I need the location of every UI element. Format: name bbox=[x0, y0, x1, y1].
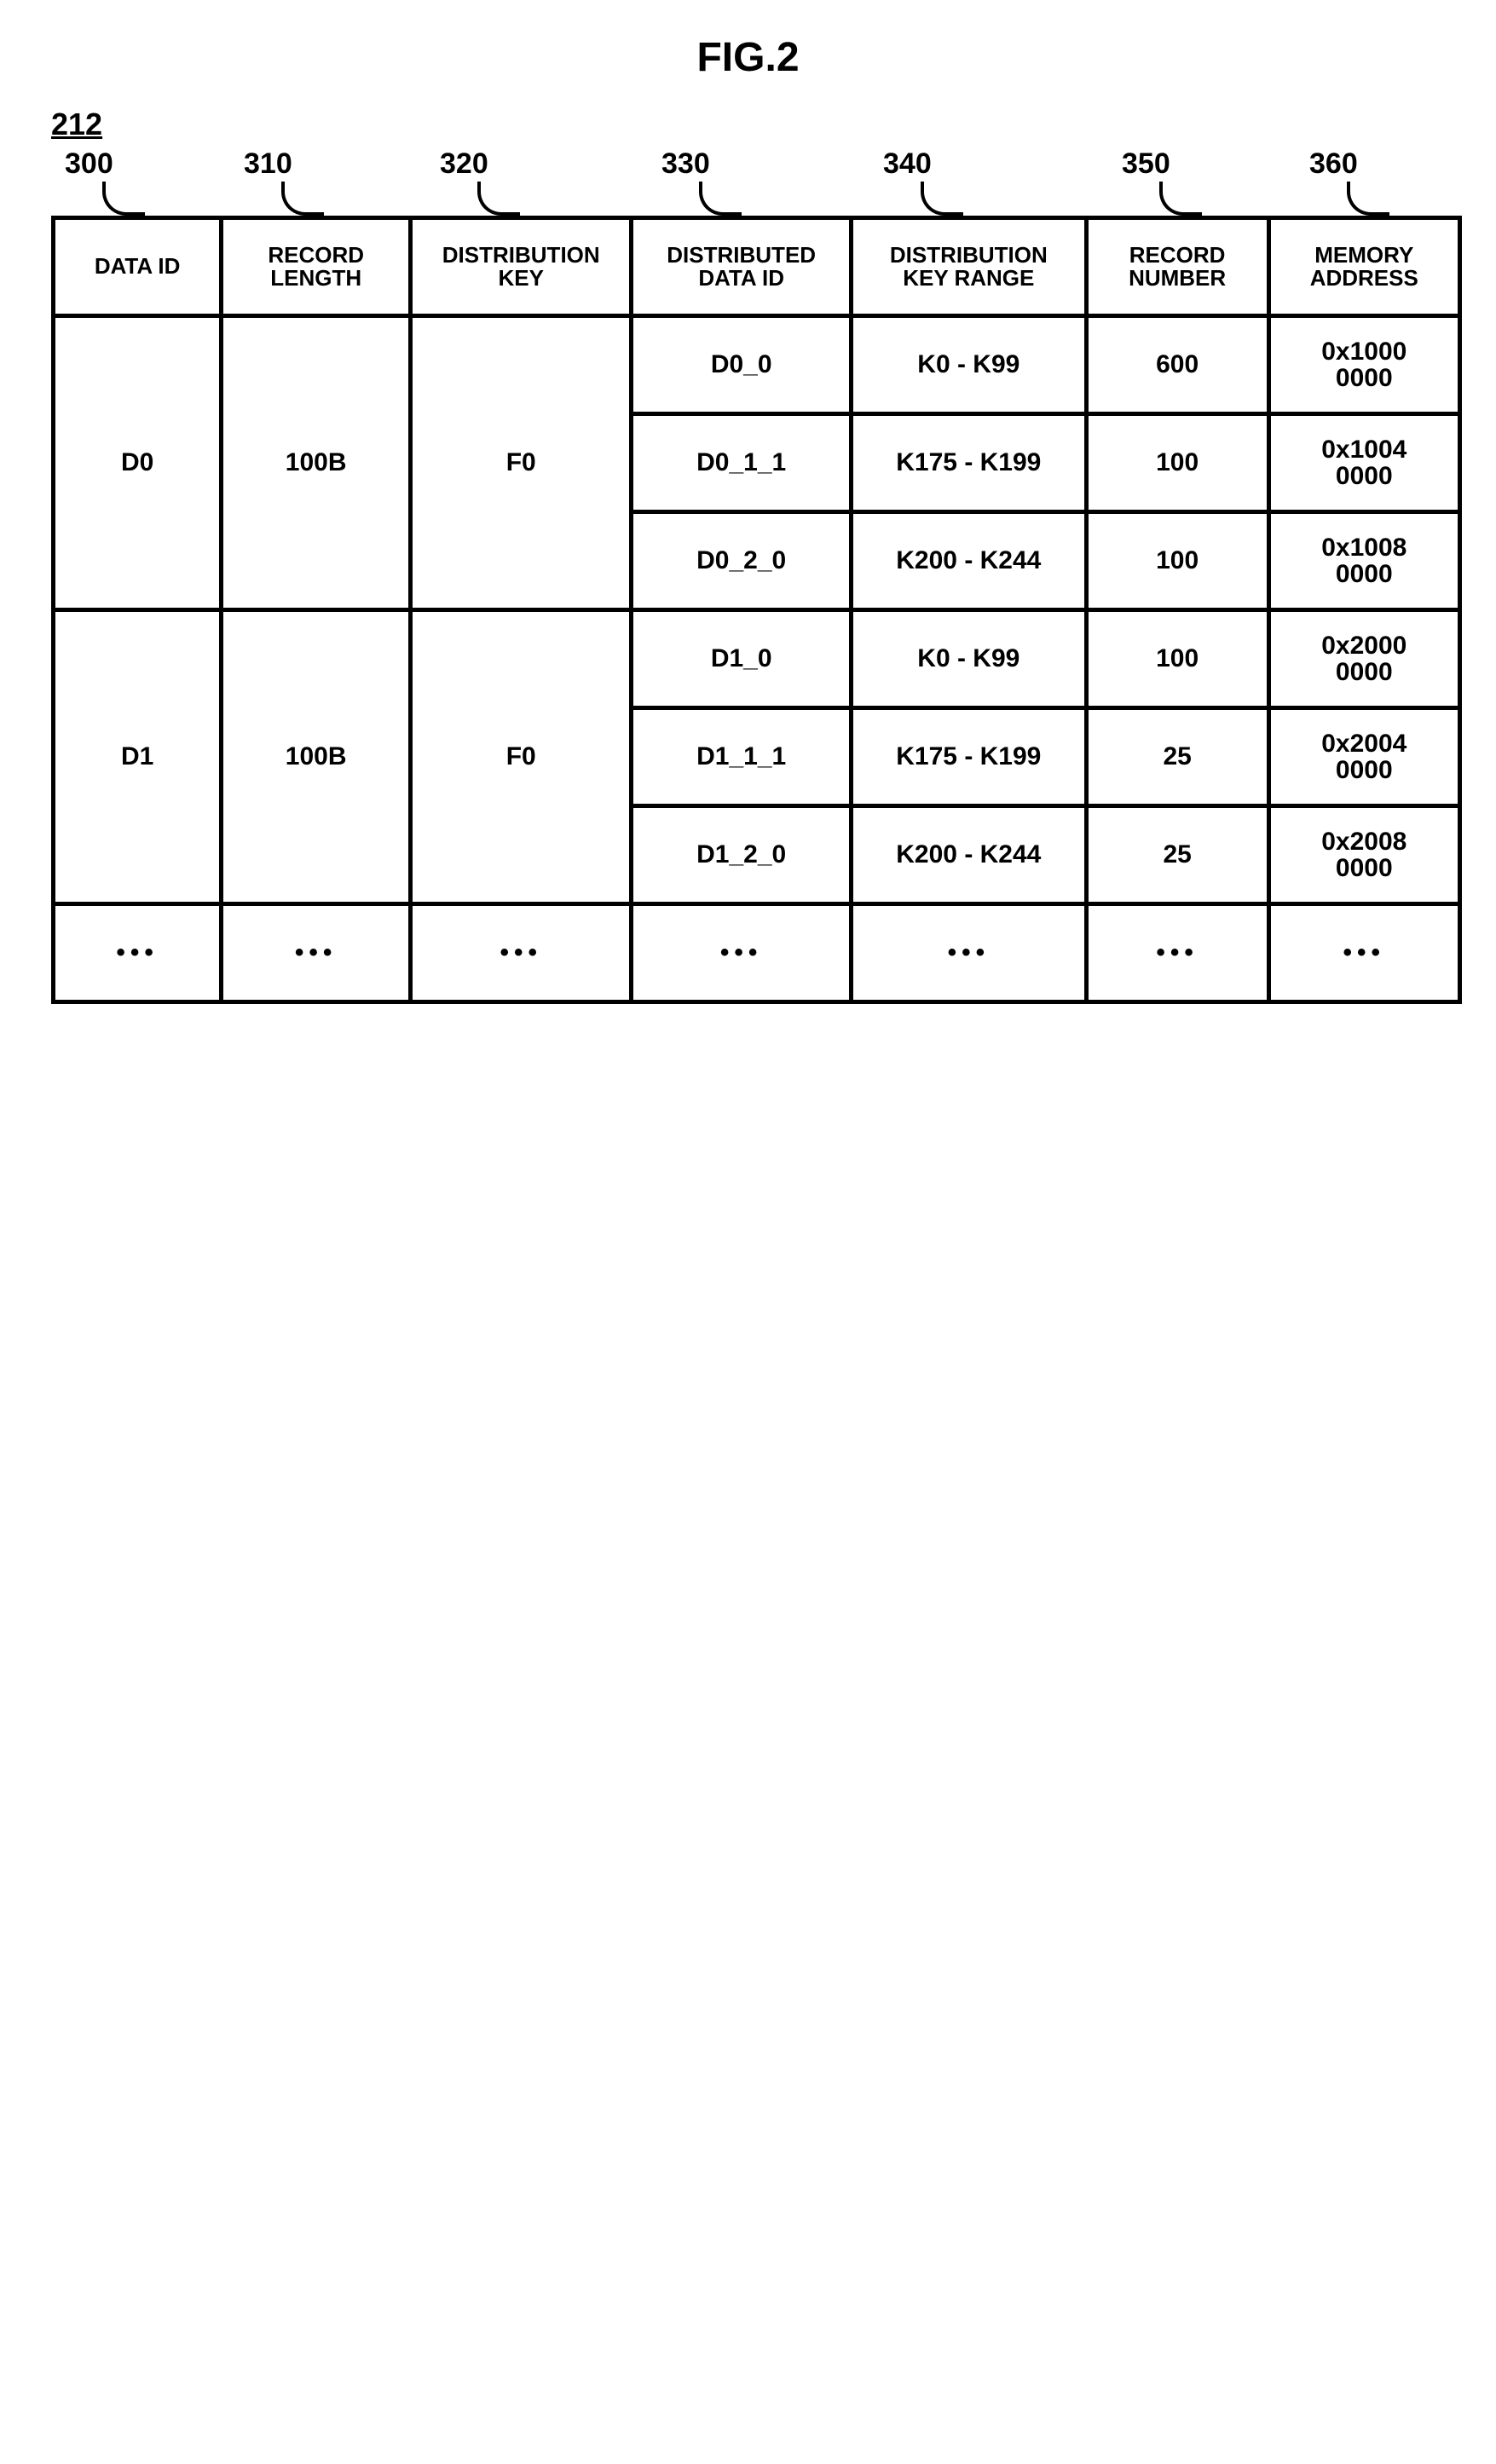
leader-tick-icon bbox=[921, 182, 963, 216]
record-length-cell: 100B bbox=[222, 610, 411, 904]
figure-title: FIG.2 bbox=[34, 34, 1462, 81]
column-ref-label: 340 bbox=[869, 147, 1108, 216]
column-ref-number: 350 bbox=[1122, 147, 1170, 181]
distribution-key-range-cell: K0 - K99 bbox=[851, 610, 1086, 708]
distribution-key-range-cell: K175 - K199 bbox=[851, 708, 1086, 806]
column-ref-label: 350 bbox=[1108, 147, 1296, 216]
distribution-key-cell: F0 bbox=[411, 316, 632, 610]
record-number-cell: 25 bbox=[1086, 708, 1268, 806]
data-information-table: DATA IDRECORDLENGTHDISTRIBUTIONKEYDISTRI… bbox=[51, 216, 1462, 1004]
leader-tick-icon bbox=[1159, 182, 1202, 216]
column-ref-label: 360 bbox=[1296, 147, 1492, 216]
distribution-key-range-cell: K0 - K99 bbox=[851, 316, 1086, 414]
distribution-key-range-cell: K175 - K199 bbox=[851, 414, 1086, 512]
column-header: DISTRIBUTIONKEY bbox=[411, 218, 632, 316]
distributed-data-id-cell: D0_1_1 bbox=[632, 414, 852, 512]
table-header-row: DATA IDRECORDLENGTHDISTRIBUTIONKEYDISTRI… bbox=[54, 218, 1460, 316]
table-row: D1100BF0D1_0K0 - K991000x20000000 bbox=[54, 610, 1460, 708]
column-header: MEMORYADDRESS bbox=[1268, 218, 1459, 316]
ellipsis-cell: ••• bbox=[222, 904, 411, 1002]
distribution-key-range-cell: K200 - K244 bbox=[851, 512, 1086, 610]
column-header: RECORDLENGTH bbox=[222, 218, 411, 316]
record-number-cell: 100 bbox=[1086, 414, 1268, 512]
ellipsis-cell: ••• bbox=[1086, 904, 1268, 1002]
table-reference-number: 212 bbox=[51, 107, 102, 142]
ellipsis-cell: ••• bbox=[54, 904, 222, 1002]
ellipsis-row: ••••••••••••••••••••• bbox=[54, 904, 1460, 1002]
data-id-cell: D1 bbox=[54, 610, 222, 904]
column-ref-number: 300 bbox=[65, 147, 113, 181]
distributed-data-id-cell: D0_0 bbox=[632, 316, 852, 414]
memory-address-cell: 0x10080000 bbox=[1268, 512, 1459, 610]
memory-address-cell: 0x20000000 bbox=[1268, 610, 1459, 708]
data-id-cell: D0 bbox=[54, 316, 222, 610]
leader-tick-icon bbox=[699, 182, 742, 216]
column-ref-number: 320 bbox=[440, 147, 488, 181]
column-header: RECORDNUMBER bbox=[1086, 218, 1268, 316]
column-header: DATA ID bbox=[54, 218, 222, 316]
record-number-cell: 600 bbox=[1086, 316, 1268, 414]
table-row: D0100BF0D0_0K0 - K996000x10000000 bbox=[54, 316, 1460, 414]
distribution-key-cell: F0 bbox=[411, 610, 632, 904]
leader-tick-icon bbox=[1347, 182, 1389, 216]
table-body: D0100BF0D0_0K0 - K996000x10000000D0_1_1K… bbox=[54, 316, 1460, 1002]
column-ref-label: 310 bbox=[230, 147, 426, 216]
distribution-key-range-cell: K200 - K244 bbox=[851, 806, 1086, 904]
column-header: DISTRIBUTIONKEY RANGE bbox=[851, 218, 1086, 316]
leader-tick-icon bbox=[477, 182, 520, 216]
column-header: DISTRIBUTEDDATA ID bbox=[632, 218, 852, 316]
column-ref-number: 360 bbox=[1309, 147, 1358, 181]
ellipsis-cell: ••• bbox=[411, 904, 632, 1002]
column-ref-label: 300 bbox=[51, 147, 230, 216]
leader-tick-icon bbox=[281, 182, 324, 216]
distributed-data-id-cell: D1_0 bbox=[632, 610, 852, 708]
column-ref-number: 340 bbox=[883, 147, 932, 181]
column-ref-number: 310 bbox=[244, 147, 292, 181]
memory-address-cell: 0x20080000 bbox=[1268, 806, 1459, 904]
distributed-data-id-cell: D1_2_0 bbox=[632, 806, 852, 904]
record-number-cell: 100 bbox=[1086, 610, 1268, 708]
leader-tick-icon bbox=[102, 182, 145, 216]
column-ref-number: 330 bbox=[661, 147, 710, 181]
column-ref-label: 320 bbox=[426, 147, 648, 216]
column-reference-labels: 300 310 320 330 340 350 360 bbox=[51, 147, 1492, 216]
distributed-data-id-cell: D1_1_1 bbox=[632, 708, 852, 806]
memory-address-cell: 0x10040000 bbox=[1268, 414, 1459, 512]
ellipsis-cell: ••• bbox=[1268, 904, 1459, 1002]
memory-address-cell: 0x10000000 bbox=[1268, 316, 1459, 414]
record-length-cell: 100B bbox=[222, 316, 411, 610]
distributed-data-id-cell: D0_2_0 bbox=[632, 512, 852, 610]
record-number-cell: 100 bbox=[1086, 512, 1268, 610]
ellipsis-cell: ••• bbox=[851, 904, 1086, 1002]
ellipsis-cell: ••• bbox=[632, 904, 852, 1002]
memory-address-cell: 0x20040000 bbox=[1268, 708, 1459, 806]
record-number-cell: 25 bbox=[1086, 806, 1268, 904]
column-ref-label: 330 bbox=[648, 147, 869, 216]
